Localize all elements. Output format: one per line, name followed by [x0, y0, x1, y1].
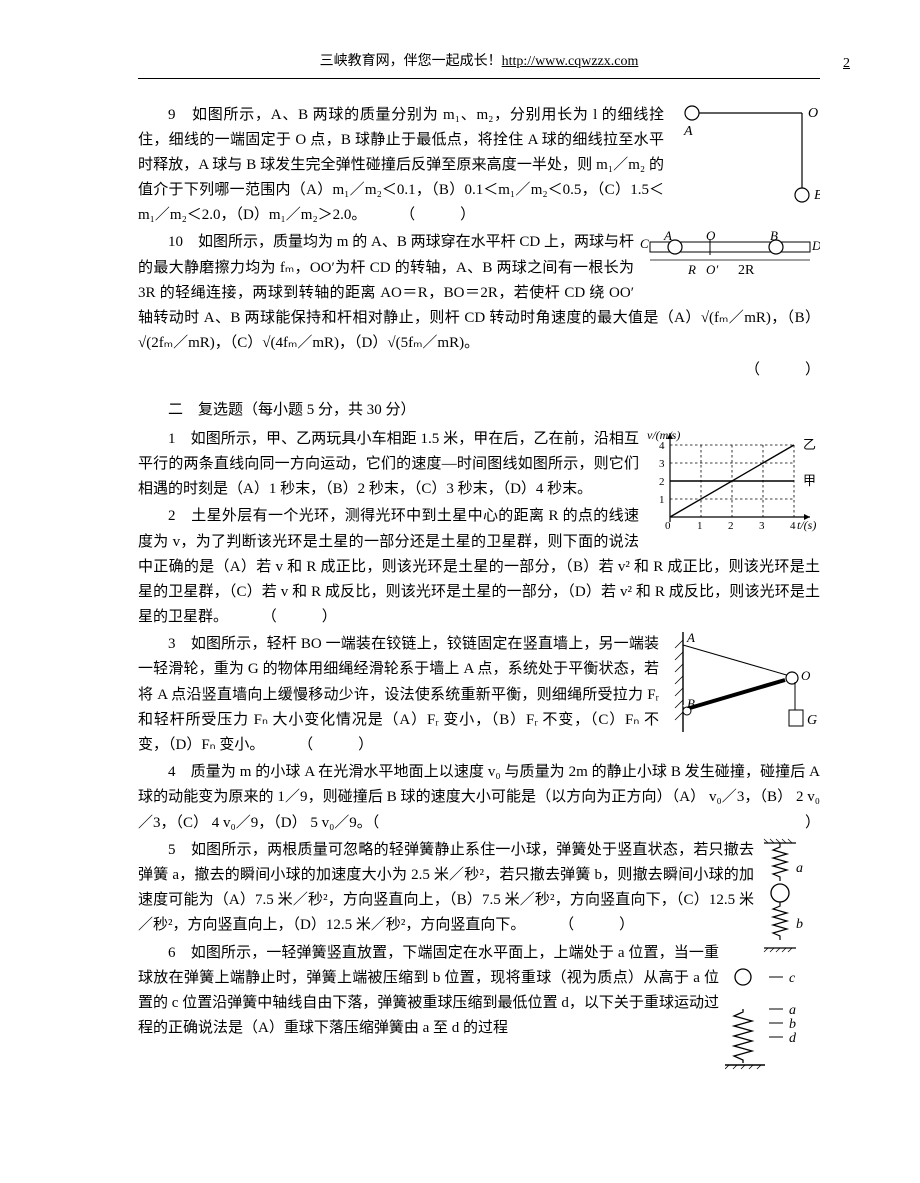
q10-text-a: 10 如图所示，质量均为 m 的 A、B 两球穿在水平杆 CD 上，两球与杆的最… [138, 234, 701, 326]
figure-mc1-chart: v/(m/s) 4 3 2 1 0 1 2 3 4 t/(s) 乙 甲 [645, 427, 820, 546]
svg-text:b: b [796, 917, 803, 932]
header-link[interactable]: http://www.cqwzzx.com [502, 54, 639, 69]
svg-text:t/(s): t/(s) [797, 518, 816, 532]
svg-text:d: d [789, 1031, 797, 1046]
q9-paren: （ ） [370, 203, 445, 228]
svg-text:B: B [687, 696, 695, 711]
svg-text:A: A [663, 230, 672, 243]
svg-text:a: a [796, 861, 803, 876]
svg-text:G: G [807, 713, 817, 728]
svg-text:a: a [789, 1003, 796, 1018]
svg-text:1: 1 [659, 494, 665, 506]
svg-text:甲: 甲 [803, 473, 816, 488]
figure-q9: O A B [670, 103, 820, 220]
svg-text:O: O [706, 230, 716, 243]
svg-text:2R: 2R [738, 263, 755, 278]
svg-text:R: R [687, 262, 696, 277]
svg-text:A: A [686, 632, 695, 645]
svg-text:4: 4 [659, 440, 665, 452]
mc-question-4: 4 质量为 m 的小球 A 在光滑水平地面上以速度 v₀ 与质量为 2m 的静止… [138, 760, 820, 836]
figure-mc6: c a b d [725, 965, 820, 1084]
svg-text:O′: O′ [706, 262, 718, 277]
page-number: 2 [843, 52, 850, 76]
svg-text:O: O [801, 668, 811, 683]
svg-text:3: 3 [759, 520, 765, 532]
svg-text:c: c [789, 971, 796, 986]
svg-text:B: B [814, 188, 820, 203]
q10-opt-b: √(2fₘ／mR) [138, 335, 215, 351]
figure-mc3: A B O G [665, 632, 820, 751]
mc-question-6: 6 如图所示，一轻弹簧竖直放置，下端固定在水平面上，上端处于 a 位置，当一重球… [138, 941, 820, 1042]
svg-text:D: D [811, 238, 820, 253]
q10-paren-line: （ ） [138, 358, 820, 383]
page-header: 三峡教育网，伴您一起成长！http://www.cqwzzx.com [138, 50, 820, 74]
svg-text:乙: 乙 [803, 437, 816, 452]
svg-text:1: 1 [697, 520, 703, 532]
svg-text:0: 0 [665, 520, 671, 532]
figure-q10: C A O B D R O′ 2R [640, 230, 820, 291]
svg-text:4: 4 [790, 520, 796, 532]
section-2-heading: 二 复选题（每小题 5 分，共 30 分） [138, 398, 820, 423]
figure-mc5: a b [760, 838, 820, 965]
svg-text:3: 3 [659, 458, 665, 470]
svg-text:O: O [808, 106, 818, 121]
svg-text:C: C [640, 236, 649, 251]
svg-text:b: b [789, 1017, 796, 1032]
q10-opt-a: √(fₘ／mR) [701, 310, 771, 326]
q10-opt-c: √(4fₘ／mR) [262, 335, 339, 351]
header-text: 三峡教育网，伴您一起成长！ [320, 54, 502, 69]
svg-text:A: A [683, 124, 693, 139]
svg-text:2: 2 [659, 476, 665, 488]
mc-question-5: 5 如图所示，两根质量可忽略的轻弹簧静止系住一小球，弹簧处于竖直状态，若只撤去弹… [138, 838, 820, 939]
svg-text:2: 2 [728, 520, 734, 532]
header-rule [138, 78, 820, 79]
svg-text:B: B [770, 230, 778, 243]
q10-opt-d: √(5fₘ／mR) [387, 335, 464, 351]
